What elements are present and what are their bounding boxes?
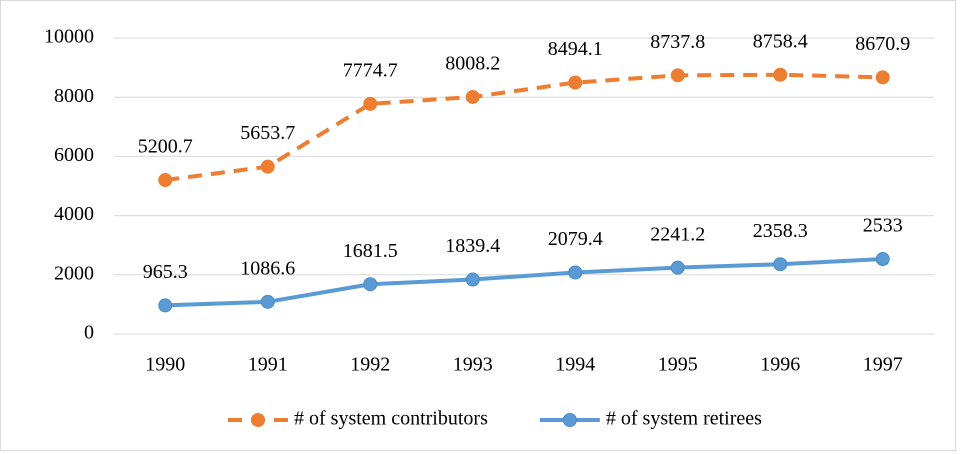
x-tick-label: 1997 <box>863 354 903 376</box>
data-point <box>773 257 788 272</box>
data-point <box>465 272 480 287</box>
data-label: 2241.2 <box>650 223 705 245</box>
data-label: 5653.7 <box>240 122 295 144</box>
y-tick-label: 2000 <box>54 262 94 284</box>
data-point <box>773 67 788 82</box>
data-label: 1839.4 <box>445 235 500 257</box>
y-tick-label: 10000 <box>44 26 94 48</box>
x-tick-label: 1990 <box>145 354 185 376</box>
y-tick-label: 8000 <box>54 85 94 107</box>
data-label: 8494.1 <box>548 38 603 60</box>
legend-label: # of system contributors <box>294 408 488 430</box>
data-label: 2358.3 <box>753 220 808 242</box>
data-point <box>363 96 378 111</box>
data-label: 2533 <box>863 215 903 237</box>
data-point <box>260 159 275 174</box>
data-point <box>465 89 480 104</box>
data-label: 7774.7 <box>343 59 398 81</box>
legend-marker <box>562 413 577 427</box>
series-line <box>164 72 883 183</box>
data-label: 8737.8 <box>650 31 705 53</box>
data-point <box>568 265 583 280</box>
data-label: 965.3 <box>143 261 188 283</box>
x-tick-label: 1994 <box>555 354 595 376</box>
data-point <box>670 68 685 83</box>
x-tick-label: 1992 <box>350 354 390 376</box>
data-point <box>260 294 275 309</box>
data-label: 8008.2 <box>445 53 500 75</box>
data-point <box>670 260 685 275</box>
data-point <box>568 75 583 90</box>
x-tick-label: 1995 <box>658 354 698 376</box>
x-tick-label: 1996 <box>760 354 800 376</box>
x-tick-label: 1991 <box>248 354 288 376</box>
y-tick-label: 4000 <box>54 203 94 225</box>
legend-marker <box>251 413 265 427</box>
data-label: 8670.9 <box>855 33 910 55</box>
data-label: 8758.4 <box>753 30 808 52</box>
data-label: 1681.5 <box>343 240 398 262</box>
x-tick-label: 1993 <box>453 354 493 376</box>
y-tick-label: 0 <box>84 322 94 344</box>
data-point <box>158 173 173 188</box>
y-tick-label: 6000 <box>54 144 94 166</box>
data-point <box>875 70 890 85</box>
data-point <box>158 298 173 313</box>
legend-label: # of system retirees <box>606 408 762 430</box>
data-label: 1086.6 <box>240 257 295 279</box>
series-line <box>165 257 883 308</box>
data-label: 5200.7 <box>138 136 193 158</box>
data-label: 2079.4 <box>548 228 603 250</box>
data-point <box>875 252 890 267</box>
data-point <box>363 277 378 292</box>
